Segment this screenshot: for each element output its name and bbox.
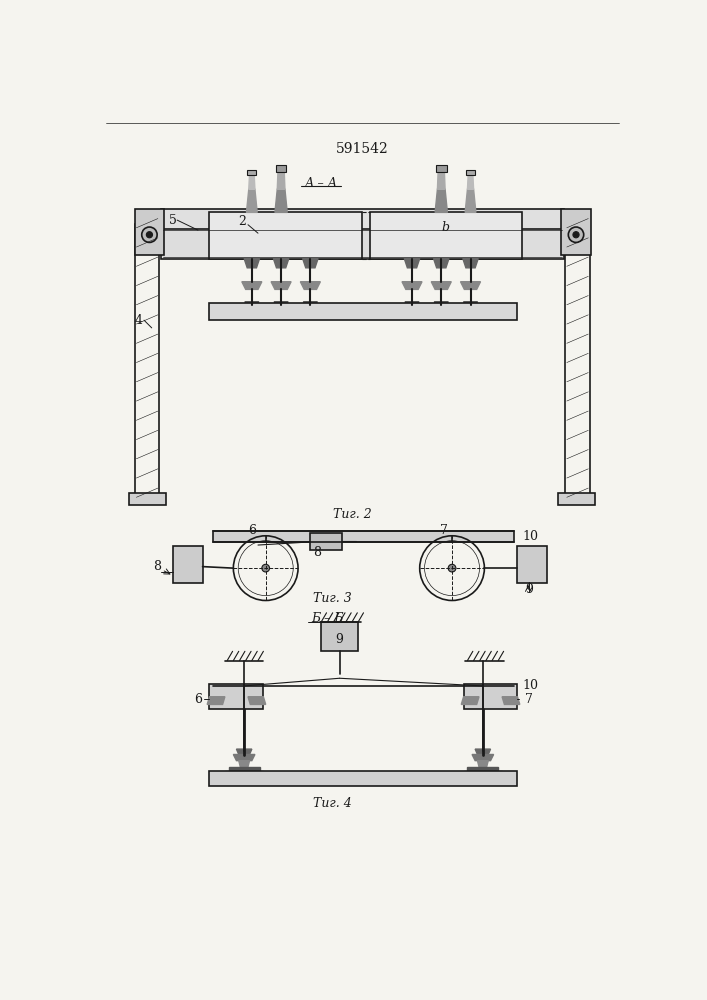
Bar — [135, 209, 164, 255]
Polygon shape — [270, 308, 292, 314]
Polygon shape — [229, 767, 259, 771]
Polygon shape — [464, 302, 477, 308]
Bar — [209, 684, 264, 709]
Bar — [565, 224, 590, 501]
Bar — [559, 493, 595, 505]
Polygon shape — [245, 302, 259, 308]
Polygon shape — [275, 189, 287, 212]
Polygon shape — [438, 170, 445, 189]
Polygon shape — [225, 771, 264, 776]
Polygon shape — [467, 767, 498, 771]
Bar — [129, 493, 165, 505]
Bar — [173, 546, 203, 583]
Bar — [436, 165, 447, 172]
Bar — [276, 165, 286, 172]
Text: 9: 9 — [525, 583, 533, 596]
Polygon shape — [433, 259, 449, 268]
Text: 4: 4 — [134, 314, 143, 327]
Bar — [464, 684, 518, 709]
Text: 7: 7 — [440, 524, 448, 537]
Bar — [209, 303, 518, 320]
Text: 5: 5 — [170, 214, 177, 227]
Bar — [370, 212, 522, 259]
Polygon shape — [233, 754, 255, 761]
Text: Τиг. 4: Τиг. 4 — [313, 797, 352, 810]
Circle shape — [568, 227, 584, 242]
Polygon shape — [242, 282, 262, 289]
Polygon shape — [465, 189, 476, 212]
Circle shape — [141, 227, 157, 242]
Text: 6: 6 — [248, 524, 256, 537]
Polygon shape — [404, 259, 420, 268]
Text: 6: 6 — [194, 693, 201, 706]
Bar — [135, 224, 160, 501]
Polygon shape — [405, 302, 419, 308]
Polygon shape — [467, 174, 474, 189]
Polygon shape — [434, 302, 448, 308]
Polygon shape — [241, 308, 262, 314]
Bar — [214, 531, 514, 542]
Polygon shape — [435, 189, 448, 212]
Bar — [466, 170, 475, 175]
Polygon shape — [247, 189, 257, 212]
Polygon shape — [244, 259, 259, 268]
Bar — [209, 212, 362, 259]
Text: b: b — [442, 221, 450, 234]
Text: 7: 7 — [525, 693, 533, 706]
Text: Τиг. 3: Τиг. 3 — [313, 592, 352, 605]
Polygon shape — [460, 282, 481, 289]
Bar — [161, 229, 564, 259]
Bar — [247, 170, 257, 175]
Text: Τиг. 2: Τиг. 2 — [332, 508, 371, 521]
Text: 591542: 591542 — [336, 142, 388, 156]
Polygon shape — [277, 170, 285, 189]
Polygon shape — [300, 308, 321, 314]
Polygon shape — [239, 761, 250, 767]
Bar — [161, 209, 564, 232]
Bar — [310, 533, 342, 550]
Text: А – А: А – А — [305, 177, 338, 190]
Polygon shape — [461, 697, 479, 704]
Polygon shape — [431, 282, 451, 289]
Circle shape — [448, 564, 456, 572]
Polygon shape — [271, 282, 291, 289]
Polygon shape — [460, 308, 481, 314]
Polygon shape — [477, 761, 489, 767]
Polygon shape — [274, 259, 288, 268]
Text: 2: 2 — [239, 215, 247, 228]
Circle shape — [262, 564, 269, 572]
Polygon shape — [274, 302, 288, 308]
Bar — [321, 622, 358, 651]
Polygon shape — [236, 749, 252, 754]
Text: 10: 10 — [523, 530, 539, 543]
Polygon shape — [300, 282, 320, 289]
Polygon shape — [463, 259, 478, 268]
Bar — [518, 546, 547, 583]
Polygon shape — [502, 697, 520, 704]
Polygon shape — [248, 697, 266, 704]
Circle shape — [573, 232, 579, 238]
Bar — [209, 771, 518, 786]
Polygon shape — [303, 259, 318, 268]
Polygon shape — [402, 308, 423, 314]
Text: Б – Б: Б – Б — [311, 612, 344, 625]
Polygon shape — [303, 302, 317, 308]
Circle shape — [146, 232, 153, 238]
Bar — [561, 209, 590, 255]
Text: 10: 10 — [523, 679, 539, 692]
Text: 9: 9 — [336, 633, 344, 646]
Text: 8: 8 — [313, 546, 321, 559]
Text: 8: 8 — [153, 560, 161, 573]
Polygon shape — [431, 308, 452, 314]
Polygon shape — [249, 174, 255, 189]
Polygon shape — [402, 282, 422, 289]
Polygon shape — [472, 754, 493, 761]
Polygon shape — [207, 697, 225, 704]
Polygon shape — [464, 771, 502, 776]
Polygon shape — [475, 749, 491, 754]
